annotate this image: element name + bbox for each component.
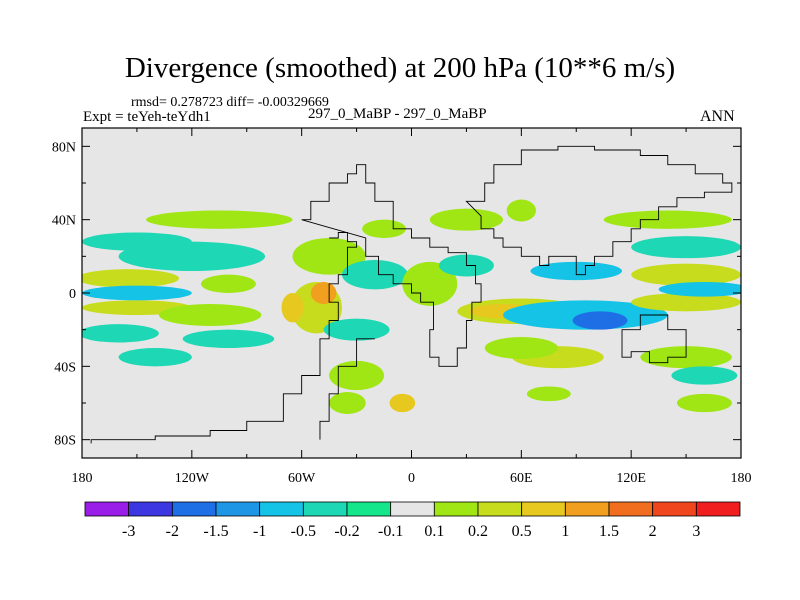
x-tick-label: 60E <box>510 471 533 486</box>
colorbar-swatch <box>302 501 348 517</box>
field-feature-7 <box>158 304 262 326</box>
x-tick-label: 120E <box>616 471 646 486</box>
field-feature-9 <box>200 274 256 294</box>
colorbar-label: -2 <box>166 523 179 540</box>
field-feature-11 <box>310 282 337 304</box>
field-feature-4 <box>82 324 159 343</box>
colorbar-label: -3 <box>122 523 135 540</box>
field-feature-32 <box>671 366 738 385</box>
coastline-2 <box>319 338 375 440</box>
x-tick-label: 120W <box>175 471 210 486</box>
colorbar-swatch <box>521 501 566 517</box>
colorbar-swatch <box>128 501 173 517</box>
colorbar-swatch <box>433 501 479 517</box>
colorbar-swatch <box>84 501 130 517</box>
experiment-label: Expt = teYeh-teYdh1 <box>83 109 211 125</box>
colorbar-swatch <box>564 501 610 517</box>
colorbar-swatch <box>608 501 654 517</box>
field-feature-34 <box>389 393 416 413</box>
field-feature-36 <box>526 386 571 402</box>
y-tick-label: 80S <box>54 434 76 449</box>
field-feature-6 <box>146 210 293 229</box>
comparison-label: 297_0_MaBP - 297_0_MaBP <box>308 106 487 122</box>
x-tick-label: 180 <box>72 471 93 486</box>
y-tick-label: 80N <box>52 140 76 155</box>
x-tick-label: 60W <box>288 471 316 486</box>
colorbar-label: -0.5 <box>291 523 316 540</box>
colorbar-label: -1.5 <box>203 523 228 540</box>
colorbar-label: 0.2 <box>468 523 488 540</box>
colorbar-label: 1.5 <box>599 523 619 540</box>
coastline-1 <box>90 232 358 444</box>
colorbar-label: 0.5 <box>512 523 532 540</box>
colorbar-swatch <box>171 501 217 517</box>
field-feature-28 <box>603 210 732 229</box>
chart-title: Divergence (smoothed) at 200 hPa (10**6 … <box>124 52 676 84</box>
field-feature-25 <box>631 293 741 312</box>
field-feature-22 <box>572 311 628 330</box>
colorbar-swatch <box>346 501 392 517</box>
field-feature-18 <box>429 208 504 231</box>
colorbar-label: 0.1 <box>424 523 444 540</box>
field-feature-12 <box>281 293 304 323</box>
y-tick-label: 40S <box>54 360 76 375</box>
colorbar-swatch <box>390 501 435 517</box>
field-feature-33 <box>329 360 385 391</box>
coastline-4 <box>465 145 733 276</box>
coastline-5 <box>621 314 687 364</box>
field-feature-8 <box>182 329 275 349</box>
season-label: ANN <box>700 108 735 125</box>
colorbar-label: -0.2 <box>334 523 359 540</box>
colorbar-label: 3 <box>692 523 700 540</box>
colorbar-swatch <box>652 501 697 517</box>
colorbar-label: -0.1 <box>378 523 403 540</box>
field-feature-38 <box>506 199 536 222</box>
coastline-3 <box>301 164 482 367</box>
x-tick-label: 0 <box>408 471 415 486</box>
field-feature-26 <box>658 282 741 297</box>
x-tick-label: 180 <box>731 471 752 486</box>
field-feature-37 <box>676 393 732 413</box>
field-feature-39 <box>118 348 192 367</box>
field-feature-24 <box>631 263 741 286</box>
colorbar-label: -1 <box>253 523 266 540</box>
field-feature-27 <box>631 236 741 259</box>
y-tick-label: 0 <box>69 287 76 302</box>
field-feature-15 <box>323 318 390 341</box>
field-feature-40 <box>362 219 407 238</box>
field-feature-0 <box>82 269 180 288</box>
field-feature-5 <box>118 241 266 271</box>
field-feature-35 <box>329 392 366 414</box>
colorbar-swatch <box>477 501 523 517</box>
field-feature-14 <box>341 260 408 290</box>
field-feature-16 <box>402 261 458 306</box>
field-feature-1 <box>82 285 192 301</box>
colorbar-swatch <box>259 501 304 517</box>
y-tick-label: 40N <box>52 214 76 229</box>
colorbar-swatch <box>215 501 261 517</box>
colorbar-swatch <box>695 501 741 517</box>
colorbar-label: 1 <box>561 523 569 540</box>
stats-label: rmsd= 0.278723 diff= -0.00329669 <box>131 95 329 110</box>
colorbar-label: 2 <box>649 523 657 540</box>
field-feature-30 <box>484 337 558 359</box>
